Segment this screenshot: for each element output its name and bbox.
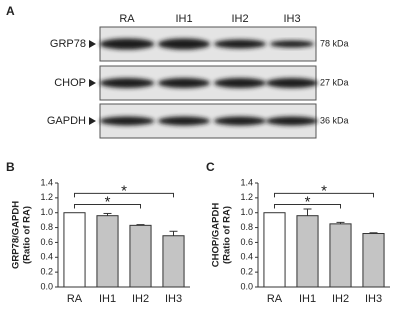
x-tick-label: IH1 xyxy=(99,293,116,305)
blot-band xyxy=(266,78,318,88)
blot-band xyxy=(214,39,266,49)
significance-label: * xyxy=(305,194,311,211)
y-axis-label: GRP78/GAPDH xyxy=(11,201,22,269)
blot-band xyxy=(214,116,266,126)
y-tick-label: 0.8 xyxy=(240,222,253,232)
panel-label: B xyxy=(6,160,15,174)
panel-label: A xyxy=(6,4,15,18)
significance-bracket xyxy=(74,192,174,198)
y-tick-label: 0.4 xyxy=(240,252,253,262)
x-tick-label: RA xyxy=(67,293,83,305)
x-tick-label: IH3 xyxy=(165,293,182,305)
y-tick-label: 0.8 xyxy=(40,222,53,232)
blot-band xyxy=(269,40,315,48)
y-tick-label: 0.4 xyxy=(40,252,53,262)
lane-label: IH1 xyxy=(175,13,192,25)
row-label: CHOP xyxy=(54,77,86,89)
significance-bracket xyxy=(74,204,141,209)
row-size: 78 kDa xyxy=(320,38,349,48)
x-tick-label: IH3 xyxy=(365,293,382,305)
row-label: GAPDH xyxy=(47,115,86,127)
blot-band xyxy=(214,78,266,88)
y-tick-label: 1.2 xyxy=(240,192,253,202)
significance-label: * xyxy=(105,194,111,211)
blot-band xyxy=(158,38,210,50)
bar xyxy=(362,233,385,288)
blot-band xyxy=(99,116,155,126)
lane-label: IH3 xyxy=(283,13,300,25)
significance-bracket xyxy=(274,204,341,209)
bar xyxy=(63,212,86,288)
y-tick-label: 1.4 xyxy=(240,177,253,187)
y-axis-label: CHOP/GAPDH xyxy=(211,203,222,268)
x-tick-label: IH1 xyxy=(299,293,316,305)
bar xyxy=(129,224,152,288)
bar xyxy=(96,215,119,288)
x-tick-label: IH2 xyxy=(332,293,349,305)
bar xyxy=(296,215,319,288)
row-size: 36 kDa xyxy=(320,115,349,125)
row-arrow xyxy=(89,79,96,87)
x-tick-label: IH2 xyxy=(132,293,149,305)
y-tick-label: 0.0 xyxy=(240,281,253,291)
blot-band xyxy=(266,116,318,126)
panel-label: C xyxy=(206,160,215,174)
bar xyxy=(329,223,352,288)
blot-band xyxy=(99,78,155,88)
blot-band xyxy=(158,116,210,126)
y-tick-label: 1.4 xyxy=(40,177,53,187)
y-tick-label: 0.2 xyxy=(40,267,53,277)
row-arrow xyxy=(89,117,96,125)
bar xyxy=(162,235,185,288)
significance-label: * xyxy=(121,182,127,199)
row-arrow xyxy=(89,40,96,48)
lane-label: RA xyxy=(119,13,135,25)
y-axis-label: (Ratio of RA) xyxy=(222,206,233,264)
bar xyxy=(263,212,286,288)
x-tick-label: RA xyxy=(267,293,283,305)
y-tick-label: 0.6 xyxy=(240,237,253,247)
y-tick-label: 1.0 xyxy=(240,207,253,217)
row-label: GRP78 xyxy=(50,38,86,50)
significance-bracket xyxy=(274,192,374,198)
significance-label: * xyxy=(321,182,327,199)
blot-band xyxy=(99,38,155,50)
y-axis-label: (Ratio of RA) xyxy=(22,206,33,264)
y-tick-label: 1.0 xyxy=(40,207,53,217)
y-tick-label: 0.6 xyxy=(40,237,53,247)
blot-band xyxy=(158,78,210,88)
y-tick-label: 1.2 xyxy=(40,192,53,202)
row-size: 27 kDa xyxy=(320,77,349,87)
lane-label: IH2 xyxy=(231,13,248,25)
y-tick-label: 0.2 xyxy=(240,267,253,277)
y-tick-label: 0.0 xyxy=(40,281,53,291)
